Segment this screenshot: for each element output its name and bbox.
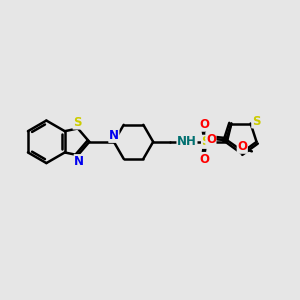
Text: S: S: [73, 116, 82, 129]
Text: NH: NH: [177, 135, 197, 148]
Text: N: N: [74, 155, 84, 168]
Text: O: O: [237, 140, 247, 153]
Text: O: O: [200, 152, 209, 166]
Text: N: N: [109, 129, 119, 142]
Text: O: O: [206, 133, 216, 146]
Text: S: S: [252, 115, 260, 128]
Text: O: O: [200, 118, 209, 131]
Text: S: S: [202, 135, 210, 148]
